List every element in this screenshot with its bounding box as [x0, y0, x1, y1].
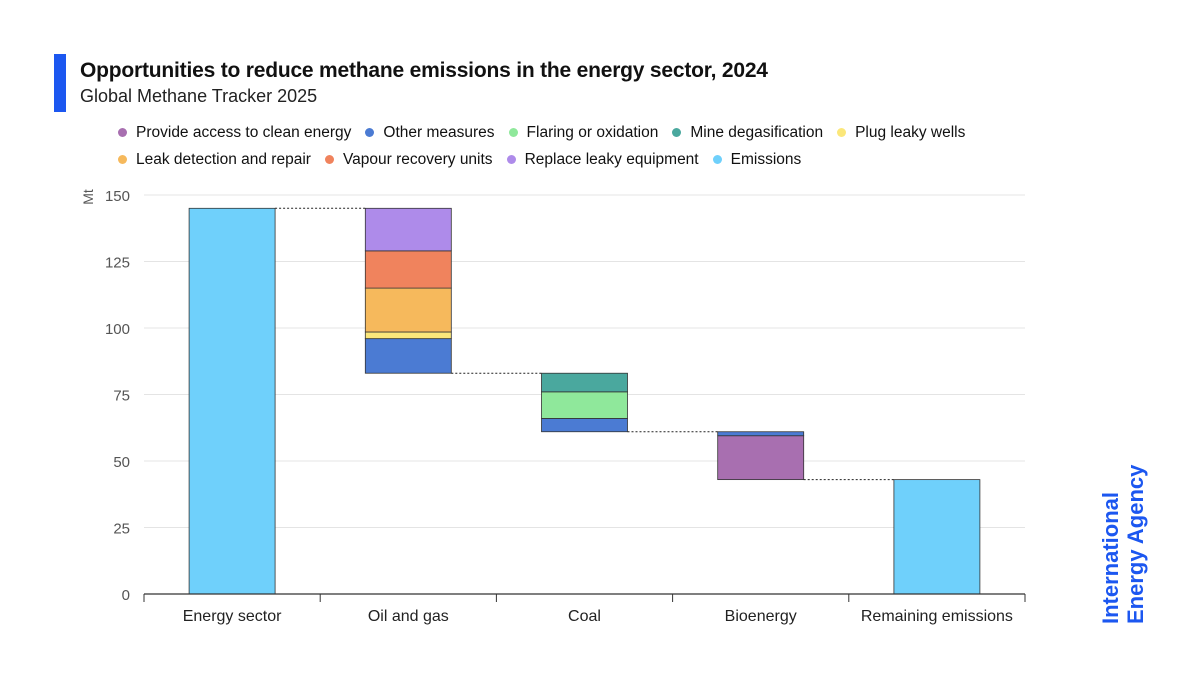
legend-label: Replace leaky equipment [524, 150, 699, 168]
bar-segment [364, 287, 452, 333]
x-tick-label: Oil and gas [368, 608, 449, 625]
y-axis-label: Mt [80, 189, 96, 205]
legend-item: Emissions [712, 150, 802, 169]
legend-swatch [712, 155, 722, 164]
legend-label: Flaring or oxidation [526, 123, 659, 141]
y-tick-label: 150 [105, 188, 130, 205]
bar-segment [717, 435, 805, 481]
bar-segment [541, 372, 628, 393]
y-tick-label: 125 [105, 255, 130, 272]
y-tick-label: 75 [113, 388, 130, 405]
y-tick-label: 50 [113, 454, 130, 471]
legend-swatch [506, 155, 516, 164]
legend-label: Plug leaky wells [855, 123, 966, 141]
y-tick-label: 100 [105, 321, 130, 338]
x-tick-label: Energy sector [183, 608, 282, 625]
legend-label: Leak detection and repair [136, 150, 311, 168]
legend-item: Leak detection and repair [118, 150, 311, 169]
legend-swatch [508, 128, 518, 137]
iea-logo: International Energy Agency [1098, 464, 1148, 624]
bar-segment [717, 431, 805, 437]
legend-item: Provide access to clean energy [118, 123, 351, 142]
brand-line-1: International [1098, 492, 1123, 624]
legend-swatch [324, 155, 334, 164]
bar-segment [893, 479, 981, 595]
bar-segment [541, 391, 628, 419]
legend-item: Mine degasification [672, 123, 823, 142]
legend: Provide access to clean energy Other meas… [118, 123, 1058, 169]
chart-subtitle: Global Methane Tracker 2025 [80, 86, 318, 106]
legend-item: Flaring or oxidation [508, 123, 659, 142]
y-tick-label: 0 [122, 587, 130, 604]
legend-item: Vapour recovery units [324, 150, 493, 169]
x-tick-label: Bioenergy [725, 608, 797, 625]
legend-label: Emissions [730, 150, 802, 168]
legend-item: Other measures [365, 123, 495, 142]
legend-label: Other measures [383, 123, 495, 141]
y-tick-label: 25 [113, 521, 130, 538]
chart-title: Opportunities to reduce methane emission… [80, 59, 768, 82]
legend-label: Provide access to clean energy [136, 123, 352, 141]
bar-segment [364, 207, 452, 252]
legend-swatch [118, 128, 127, 137]
legend-label: Vapour recovery units [342, 150, 493, 168]
bar-segment [188, 207, 276, 595]
x-tick-label: Coal [568, 608, 601, 625]
bar-segment [364, 250, 452, 289]
x-tick-label: Remaining emissions [861, 608, 1013, 625]
bar-segment [364, 338, 452, 374]
legend-item: Plug leaky wells [837, 123, 965, 142]
legend-swatch [118, 155, 127, 164]
legend-swatch [672, 128, 682, 137]
legend-label: Mine degasification [690, 123, 824, 141]
legend-item: Replace leaky equipment [506, 150, 699, 169]
title-accent-bar [54, 54, 66, 112]
bar-segment [541, 418, 628, 433]
legend-swatch [837, 128, 847, 137]
brand-line-2: Energy Agency [1123, 464, 1148, 624]
bar-segment [364, 331, 452, 340]
legend-swatch [365, 128, 375, 137]
